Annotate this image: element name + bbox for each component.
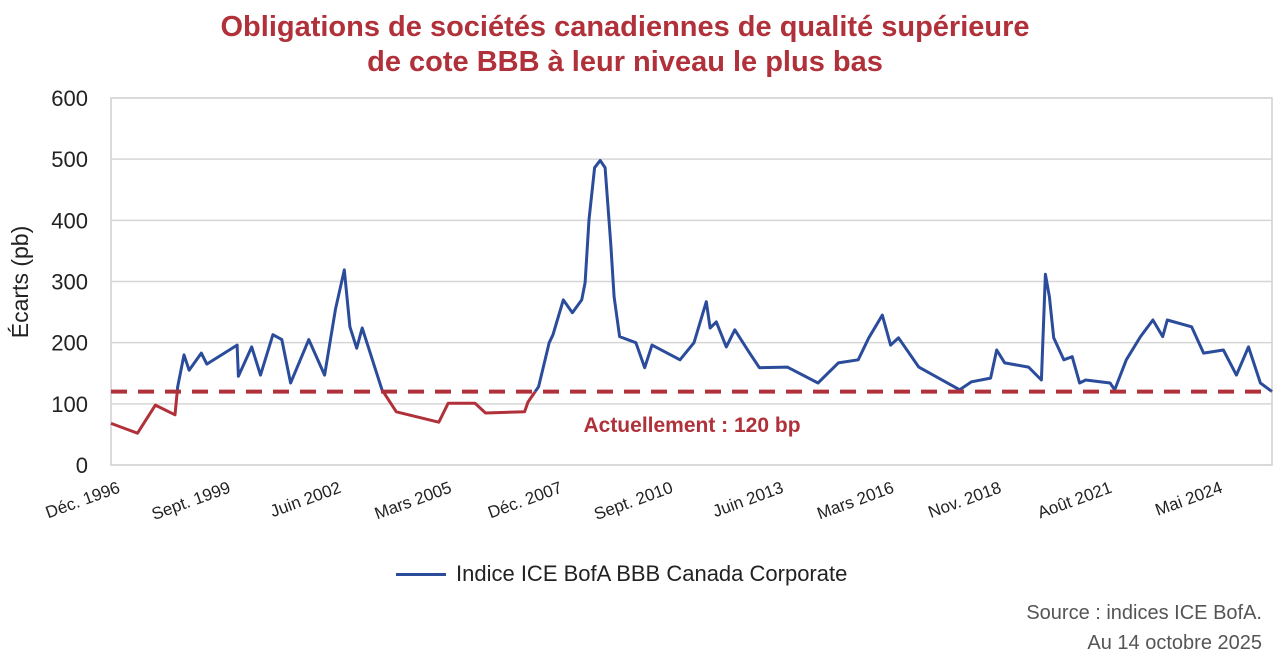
- x-tick-label: Mars 2016: [814, 478, 896, 523]
- y-axis-label: Écarts (pb): [7, 226, 33, 338]
- source-text: Source : indices ICE BofA.: [1026, 602, 1262, 624]
- y-tick-label: 200: [51, 331, 88, 356]
- x-axis-ticks: Déc. 1996 Sept. 1999 Juin 2002 Mars 2005 Déc…: [43, 478, 1225, 524]
- x-tick-label: Mai 2024: [1153, 478, 1225, 520]
- series-line-above-reference: [175, 158, 1273, 392]
- chart-title-line-1: Obligations de sociétés canadiennes de q…: [220, 11, 1030, 43]
- y-tick-label: 100: [51, 392, 88, 417]
- x-tick-label: Juin 2002: [268, 478, 344, 521]
- y-tick-label: 500: [51, 147, 88, 172]
- x-tick-label: Mars 2005: [372, 478, 454, 523]
- as-of-date: Au 14 octobre 2025: [1087, 632, 1262, 654]
- gridlines: [110, 97, 1273, 466]
- chart-title-line-2: de cote BBB à leur niveau le plus bas: [367, 46, 883, 78]
- x-tick-label: Juin 2013: [710, 478, 786, 521]
- x-tick-label: Sept. 1999: [149, 478, 233, 524]
- x-tick-label: Déc. 1996: [43, 478, 122, 522]
- y-tick-label: 400: [51, 208, 88, 233]
- y-tick-label: 0: [76, 453, 88, 478]
- x-tick-label: Déc. 2007: [485, 478, 564, 522]
- x-tick-label: Sept. 2010: [592, 478, 676, 524]
- legend-label: Indice ICE BofA BBB Canada Corporate: [456, 561, 848, 586]
- y-tick-label: 300: [51, 270, 88, 295]
- reference-line-label: Actuellement : 120 bp: [583, 414, 800, 437]
- source-note: Source : indices ICE BofA. Au 14 octobre…: [1026, 598, 1262, 658]
- legend-swatch: [396, 572, 446, 576]
- legend: Indice ICE BofA BBB Canada Corporate: [396, 561, 847, 587]
- y-axis-ticks: 0 100 200 300 400 500 600: [51, 86, 88, 478]
- y-tick-label: 600: [51, 86, 88, 111]
- x-tick-label: Nov. 2018: [926, 478, 1004, 522]
- x-tick-label: Août 2021: [1035, 478, 1114, 522]
